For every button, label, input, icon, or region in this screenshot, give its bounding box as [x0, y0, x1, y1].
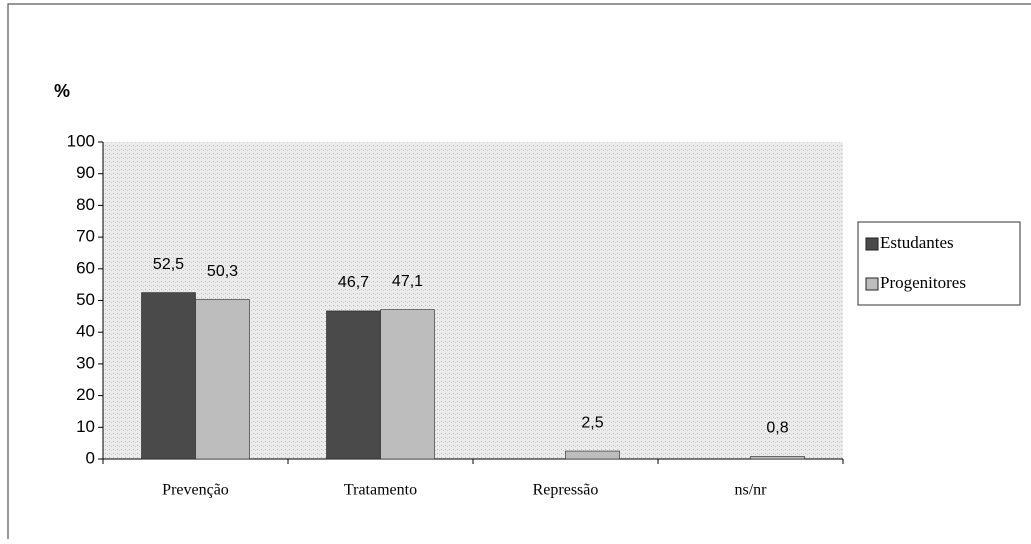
y-axis-label: % [54, 81, 70, 101]
y-tick-label: 30 [76, 353, 95, 372]
bar [195, 299, 250, 460]
y-tick-label: 20 [76, 385, 95, 404]
legend-label: Estudantes [880, 233, 954, 252]
value-label: 2,5 [581, 414, 603, 431]
bar [380, 309, 435, 460]
value-label: 47,1 [392, 273, 423, 290]
bar [326, 310, 381, 460]
bar [750, 456, 805, 460]
frame [7, 3, 1031, 544]
value-label: 0,8 [766, 420, 788, 437]
value-label: 52,5 [153, 256, 184, 273]
value-label: 46,7 [338, 274, 369, 291]
y-tick-label: 40 [76, 322, 95, 341]
y-tick-label: 10 [76, 417, 95, 436]
legend-swatch [865, 277, 879, 291]
y-tick-label: 80 [76, 195, 95, 214]
bar [141, 292, 196, 460]
bar [565, 450, 620, 460]
legend-label: Progenitores [880, 273, 966, 292]
x-tick-label: Prevenção [162, 482, 229, 499]
x-tick-label: Repressão [533, 482, 599, 499]
legend-swatch [865, 237, 879, 251]
value-label: 50,3 [207, 263, 238, 280]
legend [857, 221, 1021, 306]
y-tick-label: 70 [76, 227, 95, 246]
y-tick-label: 50 [76, 290, 95, 309]
y-tick-label: 100 [67, 131, 95, 150]
y-tick-label: 90 [76, 163, 95, 182]
y-tick-label: 0 [86, 448, 95, 467]
x-tick-label: Tratamento [344, 482, 417, 499]
y-tick-label: 60 [76, 258, 95, 277]
x-tick-label: ns/nr [735, 482, 768, 499]
